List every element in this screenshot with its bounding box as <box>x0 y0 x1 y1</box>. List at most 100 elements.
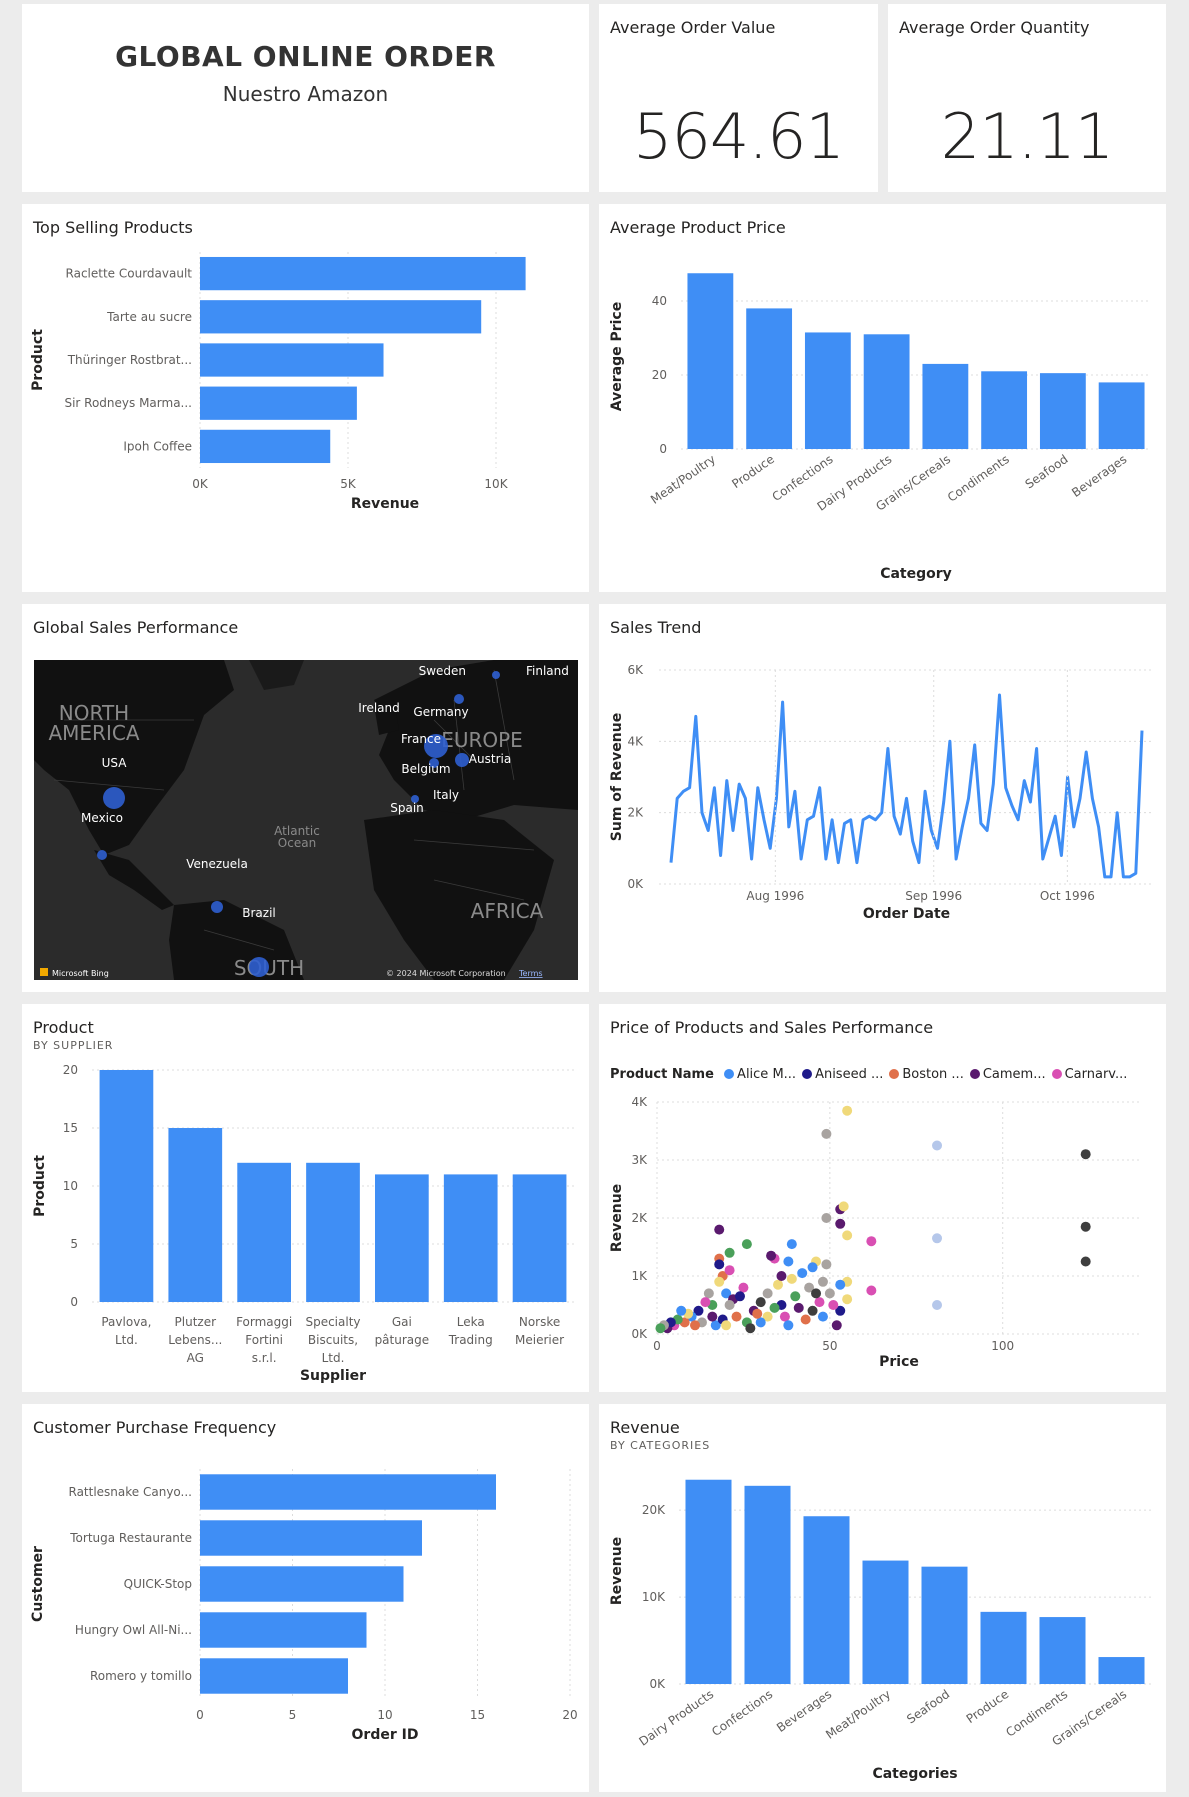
bar <box>863 334 910 449</box>
x-axis-title: Price <box>879 1354 919 1370</box>
world-map[interactable]: NORTH AMERICA EUROPE AFRICA SOUTH Atlantic Oce… <box>34 660 578 980</box>
country-label: Brazil <box>242 906 276 920</box>
category-label: Tarte au sucre <box>106 310 192 324</box>
bar <box>685 1479 732 1684</box>
x-axis-title: Order Date <box>863 906 950 922</box>
scatter-point <box>786 1239 797 1250</box>
bar <box>200 1520 422 1556</box>
category-label: Beverages <box>1069 452 1129 500</box>
product-by-supplier-chart[interactable]: 0 5 10 15 20 Pavlova, Ltd. Plutzer Lebens... AG Fo… <box>22 1004 589 1392</box>
chart-title: Average Product Price <box>610 218 786 237</box>
legend-item[interactable]: Aniseed ... <box>802 1067 883 1082</box>
legend-item[interactable]: Alice M... <box>724 1067 796 1082</box>
scatter-legend[interactable]: Product Name Alice M... Aniseed ... Boston… <box>610 1067 1133 1082</box>
country-label: Italy <box>433 788 459 802</box>
category-label: Norske Meierier <box>515 1315 564 1347</box>
legend-item[interactable]: Boston ... <box>889 1067 964 1082</box>
chart-title: Price of Products and Sales Performance <box>610 1018 934 1037</box>
region-label: NORTH AMERICA <box>48 701 139 745</box>
category-label: Sir Rodneys Marma... <box>64 396 192 410</box>
revenue-line <box>669 693 1144 879</box>
scatter-point <box>721 1320 732 1331</box>
y-tick-label: 20 <box>652 368 667 382</box>
chart-title: Top Selling Products <box>33 218 193 237</box>
scatter-point <box>821 1213 832 1223</box>
africa-land <box>364 810 554 980</box>
scatter-point <box>755 1317 766 1328</box>
sales-bubble <box>411 795 419 803</box>
chart-title: Sales Trend <box>610 618 702 637</box>
scatter-point <box>724 1247 735 1258</box>
category-label: Seafood <box>1023 452 1071 492</box>
price-sales-scatter-chart[interactable]: 0K 1K 2K 3K 4K 0 50 100 Price Revenue <box>599 1004 1166 1392</box>
legend-item[interactable]: Camem... <box>969 1067 1046 1082</box>
bar <box>200 1612 367 1648</box>
bar <box>1098 1657 1145 1684</box>
scatter-point <box>1080 1256 1091 1267</box>
x-tick-label: Sep 1996 <box>905 889 962 903</box>
scatter-point <box>835 1305 846 1316</box>
customer-purchase-frequency-chart[interactable]: 0 5 10 15 20 Rattlesnake Canyo... Tortuga Rest… <box>22 1404 589 1792</box>
scatter-point <box>835 1218 846 1229</box>
dashboard-title: GLOBAL ONLINE ORDER <box>115 40 496 73</box>
category-label: Dairy Products <box>636 1687 716 1749</box>
price-sales-scatter-card[interactable]: Price of Products and Sales Performance … <box>599 1004 1166 1392</box>
y-tick-label: 10 <box>63 1179 78 1193</box>
bing-logo-icon <box>40 968 48 976</box>
chart-title: Revenue <box>610 1418 680 1437</box>
scatter-point <box>790 1291 801 1302</box>
category-label: Gai pâturage <box>375 1315 430 1347</box>
x-tick-label: 0 <box>653 1339 661 1353</box>
country-label: Venezuela <box>186 857 248 871</box>
x-tick-label: 10K <box>484 477 508 491</box>
x-tick-label: Aug 1996 <box>746 889 804 903</box>
category-label: Pavlova, Ltd. <box>101 1315 151 1347</box>
scatter-point <box>773 1279 783 1290</box>
revenue-by-categories-chart[interactable]: 0K 10K 20K Dairy ProductsConfectionsBeverag… <box>599 1404 1166 1792</box>
y-axis-title: Average Price <box>609 302 625 411</box>
scatter-point <box>807 1262 818 1273</box>
country-label: Belgium <box>401 762 450 776</box>
scatter-point <box>700 1297 711 1308</box>
scatter-point <box>866 1285 877 1296</box>
top-selling-products-chart[interactable]: 0K 5K 10K Raclette Courdavault Tarte au sucr… <box>22 204 589 592</box>
legend-item[interactable]: Carnarv... <box>1051 1067 1128 1082</box>
scatter-point <box>752 1308 763 1319</box>
bar <box>200 429 331 464</box>
kpi-label: Average Order Quantity <box>899 18 1090 37</box>
x-tick-label: 15 <box>470 1708 485 1722</box>
scatter-point <box>738 1282 749 1293</box>
kpi-card-average-order-value[interactable]: Average Order Value 564.61 <box>599 4 878 192</box>
top-selling-products-card[interactable]: Top Selling Products 0K 5K 10K Raclette Cou… <box>22 204 589 592</box>
scatter-point <box>776 1271 787 1281</box>
scatter-point <box>817 1311 828 1322</box>
revenue-by-categories-card[interactable]: Revenue BY CATEGORIES 0K 10K 20K Dairy Prod… <box>599 1404 1166 1792</box>
country-label: Germany <box>413 705 468 719</box>
sales-trend-card[interactable]: Sales Trend 0K 2K 4K 6K Aug 1996 Sep 1996 Oct … <box>599 604 1166 992</box>
product-by-supplier-card[interactable]: Product BY SUPPLIER 0 5 10 15 20 Pavlova, Ltd.… <box>22 1004 589 1392</box>
legend-label: Camem... <box>982 1067 1046 1082</box>
bar <box>200 386 357 420</box>
chart-subtitle: BY SUPPLIER <box>33 1039 114 1052</box>
sales-trend-chart[interactable]: 0K 2K 4K 6K Aug 1996 Sep 1996 Oct 1996 Order Da… <box>599 604 1166 992</box>
bar <box>921 1566 968 1684</box>
scatter-point <box>766 1250 777 1261</box>
x-tick-label: 5 <box>289 1708 297 1722</box>
average-product-price-card[interactable]: Average Product Price 0 20 40 Meat/Poultry P… <box>599 204 1166 592</box>
y-tick-label: 4K <box>627 734 644 748</box>
country-label: Finland <box>526 664 569 678</box>
scatter-point <box>797 1268 808 1279</box>
legend-label: Carnarv... <box>1064 1067 1128 1082</box>
scatter-point <box>710 1320 721 1331</box>
global-sales-map-card[interactable]: Global Sales Performance NORTH AMERICA EUR… <box>22 604 589 992</box>
category-label: Raclette Courdavault <box>66 267 193 281</box>
scatter-point <box>724 1300 735 1310</box>
bar <box>922 363 969 449</box>
customer-purchase-frequency-card[interactable]: Customer Purchase Frequency 0 5 10 15 20 Ratt… <box>22 1404 589 1792</box>
y-tick-label: 20K <box>642 1503 666 1517</box>
category-label-line: Trading <box>448 1333 493 1347</box>
category-label: Meat/Poultry <box>648 452 718 507</box>
bar <box>862 1560 909 1684</box>
kpi-card-average-order-quantity[interactable]: Average Order Quantity 21.11 <box>888 4 1166 192</box>
